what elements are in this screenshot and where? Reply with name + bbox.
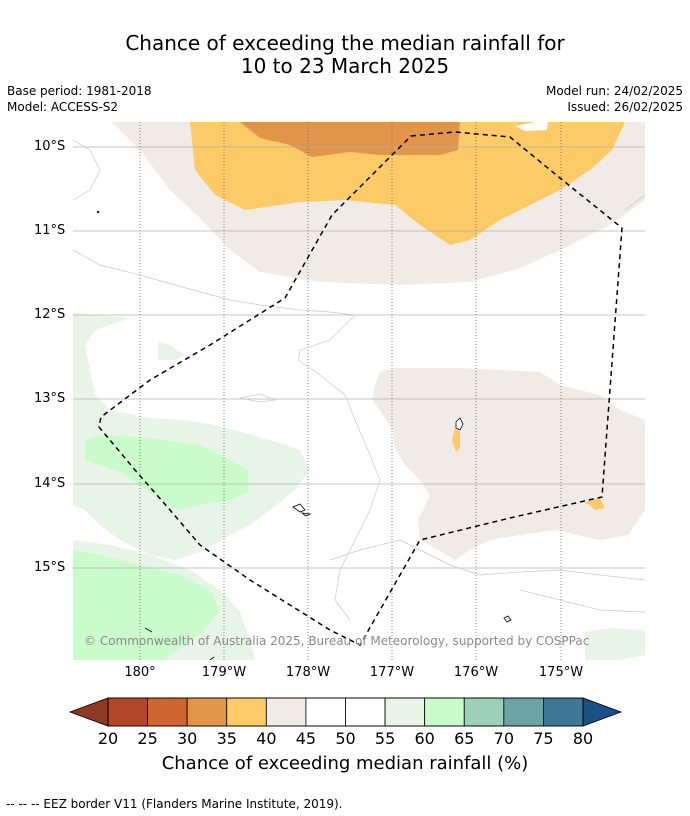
colorbar-cell [305,697,346,727]
orange-region-north [240,122,460,157]
white-patch-north [515,122,548,131]
colorbar-tick-label: 65 [454,729,475,748]
yellow-spot-east [585,498,605,510]
colorbar-tick-label: 50 [335,729,356,748]
pale-green-patch [158,342,185,360]
latitude-gridlines [73,146,645,569]
lat-label-10s: 10°S [34,139,66,154]
green-region-west [85,435,248,510]
colorbar-tick-label: 55 [374,729,396,748]
island-dot-northwest [96,210,100,214]
colorbar-cell [226,697,267,727]
lon-label-179w: 179°W [201,665,247,680]
colorbar-cell [503,697,544,727]
lat-label-11s: 11°S [34,223,66,238]
issued-date: Issued: 26/02/2025 [567,100,683,114]
lon-label-175w: 175°W [538,665,584,680]
yellow-region-north [190,122,625,245]
lat-label-13s: 13°S [34,391,66,406]
colorbar-tick-label: 45 [295,729,317,748]
colorbar-tick-label: 60 [414,729,435,748]
lat-label-15s: 15°S [34,560,66,575]
beige-region-east [372,368,645,560]
colorbar-label: Chance of exceeding median rainfall (%) [161,753,529,774]
colorbar-cell [384,697,426,727]
island-upolu [455,417,464,431]
green-region-southwest [73,550,220,660]
lat-label-12s: 12°S [34,307,66,322]
lon-label-178w: 178°W [285,665,331,680]
island-small-west [300,512,312,517]
islands [96,210,512,660]
colorbar-tick-label: 35 [216,729,237,748]
map-area [73,122,645,660]
lon-label-180: 180° [124,665,156,680]
colorbar-over-triangle [582,697,623,727]
colorbar-tick-label: 25 [137,729,158,748]
model-name: Model: ACCESS-S2 [7,100,119,114]
colorbar-cell [107,697,148,727]
yellow-spot-island [452,428,460,452]
eez-legend-footer: -- -- -- EEZ border V11 (Flanders Marine… [6,797,343,811]
colorbar-tick-label: 70 [493,729,514,748]
colorbar-cell [543,697,584,727]
colorbar-cell [265,697,307,727]
map-title-line1: Chance of exceeding the median rainfall … [125,31,565,55]
map-title-line2: 10 to 23 March 2025 [240,54,450,78]
island-south-edge [209,656,215,660]
colorbar-frame [107,697,584,727]
colorbar-under-triangle [68,697,109,727]
colorbar-cell [147,697,188,727]
base-period: Base period: 1981-2018 [7,84,152,98]
colorbar [68,697,623,727]
colorbar-cell [463,697,505,727]
lon-label-177w: 177°W [369,665,415,680]
colorbar-tick-label: 80 [572,729,594,748]
lat-label-14s: 14°S [34,476,66,491]
lon-label-176w: 176°W [453,665,499,680]
pale-green-patch-southeast [585,628,645,660]
island-south [503,615,512,623]
island-southwest [144,627,153,633]
colorbar-cell [345,697,386,727]
colorbar-tick-label: 40 [256,729,277,748]
model-run: Model run: 24/02/2025 [545,84,683,98]
island-uvea [292,503,306,513]
colorbar-tick-label: 30 [176,729,198,748]
colorbar-tick-label: 20 [97,729,119,748]
colorbar-cell [424,697,465,727]
colorbar-cell [186,697,228,727]
contour-lines [73,139,645,621]
eez-border [98,131,623,646]
copyright-notice: © Commonwealth of Australia 2025, Bureau… [84,634,590,648]
colorbar-tick-label: 75 [533,729,554,748]
pale-green-region-west [73,313,310,560]
